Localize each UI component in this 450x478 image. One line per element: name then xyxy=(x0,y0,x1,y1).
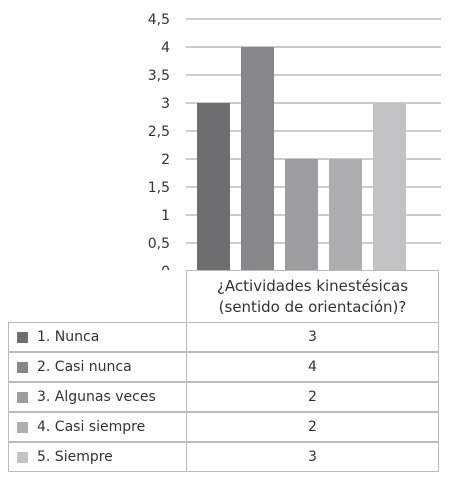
legend-swatch xyxy=(17,361,28,373)
bar-series-5 xyxy=(373,103,406,270)
legend-cell: 3. Algunas veces xyxy=(8,382,187,412)
legend-label: 2. Casi nunca xyxy=(37,359,132,375)
legend-cell: 1. Nunca xyxy=(8,322,187,352)
legend-label: 1. Nunca xyxy=(37,329,100,345)
y-tick-label: 0 xyxy=(161,264,170,270)
legend-cell: 5. Siempre xyxy=(8,442,187,472)
table-row: 4. Casi siempre 2 xyxy=(8,412,441,442)
y-axis-ticks: 0 0,5 1 1,5 2 2,5 3 3,5 4 4,5 xyxy=(148,12,170,270)
table-row: 2. Casi nunca 4 xyxy=(8,352,441,382)
y-tick-label: 1 xyxy=(161,208,170,224)
bars xyxy=(197,47,406,270)
data-table: ¿Actividades kinestésicas (sentido de or… xyxy=(8,270,441,472)
table-row: 5. Siempre 3 xyxy=(8,442,441,472)
value-cell: 2 xyxy=(186,382,439,412)
category-header: ¿Actividades kinestésicas (sentido de or… xyxy=(186,270,439,322)
y-tick-label: 2,5 xyxy=(148,124,170,140)
y-tick-label: 3,5 xyxy=(148,68,170,84)
legend-label: 3. Algunas veces xyxy=(37,389,156,405)
legend-swatch xyxy=(17,421,28,433)
bar-series-3 xyxy=(285,159,318,270)
y-tick-label: 0,5 xyxy=(148,236,170,252)
y-tick-label: 1,5 xyxy=(148,180,170,196)
legend-cell: 2. Casi nunca xyxy=(8,352,187,382)
legend-swatch xyxy=(17,331,28,343)
table-row: 3. Algunas veces 2 xyxy=(8,382,441,412)
value-cell: 4 xyxy=(186,352,439,382)
bar-series-1 xyxy=(197,103,230,270)
y-tick-label: 3 xyxy=(161,96,170,112)
legend-swatch xyxy=(17,451,28,463)
category-label-line-2: (sentido de orientación)? xyxy=(218,297,407,316)
legend-label: 4. Casi siempre xyxy=(37,419,146,435)
legend-label: 5. Siempre xyxy=(37,449,113,465)
value-cell: 3 xyxy=(186,442,439,472)
bar-series-4 xyxy=(329,159,362,270)
y-tick-label: 4,5 xyxy=(148,12,170,28)
bar-chart: 0 0,5 1 1,5 2 2,5 3 3,5 4 4,5 xyxy=(148,12,441,270)
category-label-line-1: ¿Actividades kinestésicas xyxy=(216,276,409,295)
legend-cell: 4. Casi siempre xyxy=(8,412,187,442)
y-tick-label: 4 xyxy=(161,40,170,56)
y-tick-label: 2 xyxy=(161,152,170,168)
legend-swatch xyxy=(17,391,28,403)
value-cell: 2 xyxy=(186,412,439,442)
table-row: 1. Nunca 3 xyxy=(8,322,441,352)
bar-series-2 xyxy=(241,47,274,270)
value-cell: 3 xyxy=(186,322,439,352)
